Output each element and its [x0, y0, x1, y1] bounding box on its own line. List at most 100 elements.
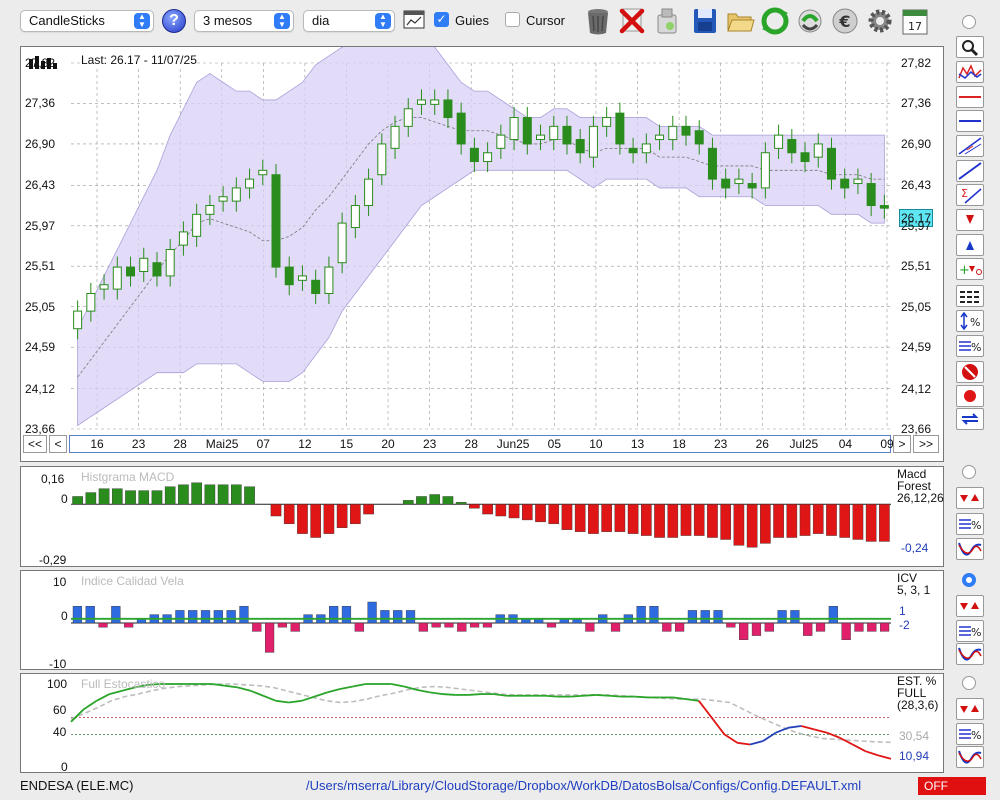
- horizontal-line-blue-button[interactable]: [956, 110, 984, 132]
- icv-bar: [803, 622, 813, 636]
- icv-bar: [393, 610, 403, 624]
- period-select[interactable]: 3 mesos ▲ ▼: [194, 10, 294, 32]
- fibonacci-button[interactable]: Σ: [956, 184, 984, 206]
- stochastic-panel[interactable]: Full Estocastico 100 60 40 0 EST. % FULL…: [20, 673, 944, 774]
- candle: [430, 99, 440, 105]
- percent-range-button[interactable]: %: [956, 310, 984, 332]
- zoom-button[interactable]: [956, 36, 984, 58]
- macd-signals-button[interactable]: [956, 487, 984, 509]
- update-data-icon[interactable]: [795, 5, 825, 37]
- sync-button[interactable]: [956, 408, 984, 430]
- macd-percent-button[interactable]: %: [956, 513, 984, 535]
- price-axis-label-left: 25,51: [25, 259, 56, 274]
- config-path-link[interactable]: /Users/mserra/Library/CloudStorage/Dropb…: [306, 778, 862, 793]
- macd-params: 26,12,26: [897, 491, 944, 505]
- save-icon[interactable]: [690, 5, 720, 37]
- lines-button[interactable]: [956, 285, 984, 307]
- currency-icon[interactable]: €: [830, 5, 860, 37]
- guides-checkbox[interactable]: ✓: [434, 12, 449, 27]
- icv-title: Indice Calidad Vela: [81, 574, 184, 588]
- stochastic-percent-button[interactable]: %: [956, 723, 984, 745]
- stochastic-params: (28,3,6): [897, 698, 939, 712]
- candle: [245, 178, 255, 189]
- nav-last-button[interactable]: >>: [913, 435, 939, 453]
- macd-bar: [786, 504, 798, 538]
- horizontal-line-red-button[interactable]: [956, 86, 984, 108]
- icv-percent-button[interactable]: %: [956, 620, 984, 642]
- price-axis-label-left: 27,82: [25, 56, 56, 70]
- candle: [297, 275, 307, 281]
- chart-type-select[interactable]: CandleSticks ▲ ▼: [20, 10, 154, 32]
- delete-icon[interactable]: [617, 5, 647, 37]
- icv-signals-button[interactable]: [956, 595, 984, 617]
- icv-curve-button[interactable]: [956, 643, 984, 665]
- nav-prev-button[interactable]: <: [49, 435, 67, 453]
- stochastic-panel-radio[interactable]: [962, 676, 976, 690]
- macd-curve-button[interactable]: [956, 538, 984, 560]
- signals-button[interactable]: +: [956, 258, 984, 280]
- nav-first-button[interactable]: <<: [23, 435, 47, 453]
- macd-bar: [495, 504, 507, 517]
- calendar-icon[interactable]: 17: [900, 5, 930, 37]
- record-icon: [964, 390, 976, 402]
- cursor-checkbox[interactable]: [505, 12, 520, 27]
- open-folder-icon[interactable]: [725, 5, 755, 37]
- candle: [562, 125, 572, 145]
- candle: [787, 139, 797, 154]
- off-status-badge[interactable]: OFF: [918, 777, 986, 795]
- trash-icon[interactable]: [583, 5, 613, 37]
- trendline-button[interactable]: [956, 160, 984, 182]
- main-panel-radio[interactable]: [962, 15, 976, 29]
- refresh-icon[interactable]: [760, 5, 790, 37]
- stochastic-line-segment: [211, 683, 225, 687]
- icv-bar: [341, 606, 352, 624]
- help-button[interactable]: ?: [162, 9, 186, 33]
- buy-signal-button[interactable]: [956, 234, 984, 256]
- stochastic-line-segment: [634, 695, 648, 699]
- interval-value: dia: [312, 13, 330, 28]
- candle: [668, 125, 678, 141]
- stochastic-signals-button[interactable]: [956, 698, 984, 720]
- icv-bar: [239, 606, 249, 624]
- macd-bar: [733, 504, 745, 546]
- record-button[interactable]: [956, 385, 984, 407]
- clear-icon[interactable]: [652, 5, 682, 37]
- macd-chart: [71, 482, 891, 548]
- macd-panel-radio[interactable]: [962, 465, 976, 479]
- cursor-label: Cursor: [526, 13, 566, 28]
- price-chart-panel[interactable]: Last: 26.17 - 11/07/25 26,17 27,82 27,82 2…: [20, 46, 944, 462]
- arrow-down-icon: [966, 215, 974, 224]
- bar-chart-icon[interactable]: [27, 53, 59, 71]
- settings-gear-icon[interactable]: [865, 5, 895, 37]
- percent-lines-button[interactable]: %: [956, 335, 984, 357]
- icv-panel[interactable]: Indice Calidad Vela 10 0 -10 ICV 5, 3, 1…: [20, 570, 944, 671]
- channel-button[interactable]: [956, 135, 984, 157]
- candle: [826, 147, 836, 180]
- interval-select[interactable]: dia ▲ ▼: [303, 10, 395, 32]
- chart-window-icon[interactable]: [403, 10, 425, 30]
- macd-bar: [111, 488, 123, 505]
- stochastic-line-segment: [262, 694, 277, 702]
- nav-next-button[interactable]: >: [893, 435, 911, 453]
- horizontal-line-red-icon: [959, 96, 981, 98]
- stochastic-curve-button[interactable]: [956, 746, 984, 768]
- icv-bar: [649, 606, 659, 624]
- date-axis-label: 18: [672, 437, 686, 451]
- stochastic-line-segment: [83, 700, 98, 710]
- sell-signal-button[interactable]: [956, 209, 984, 231]
- macd-panel[interactable]: Histgrama MACD 0,16 0 -0,29 Macd Forest …: [20, 466, 944, 567]
- indicator-button[interactable]: [956, 61, 984, 83]
- stop-button[interactable]: [956, 361, 984, 383]
- stochastic-line-segment: [250, 689, 264, 697]
- macd-bar: [521, 504, 533, 521]
- select-arrows-icon: ▲ ▼: [375, 13, 391, 29]
- candle: [152, 262, 162, 277]
- macd-bar: [720, 504, 731, 540]
- macd-current: -0,24: [901, 541, 929, 555]
- date-axis-scrollbar[interactable]: [69, 435, 891, 453]
- stochastic-line-segment: [609, 694, 622, 698]
- icv-bar: [431, 622, 441, 628]
- icv-bar: [636, 606, 646, 624]
- price-axis-label-left: 25,05: [25, 299, 56, 314]
- icv-panel-radio[interactable]: [962, 573, 976, 587]
